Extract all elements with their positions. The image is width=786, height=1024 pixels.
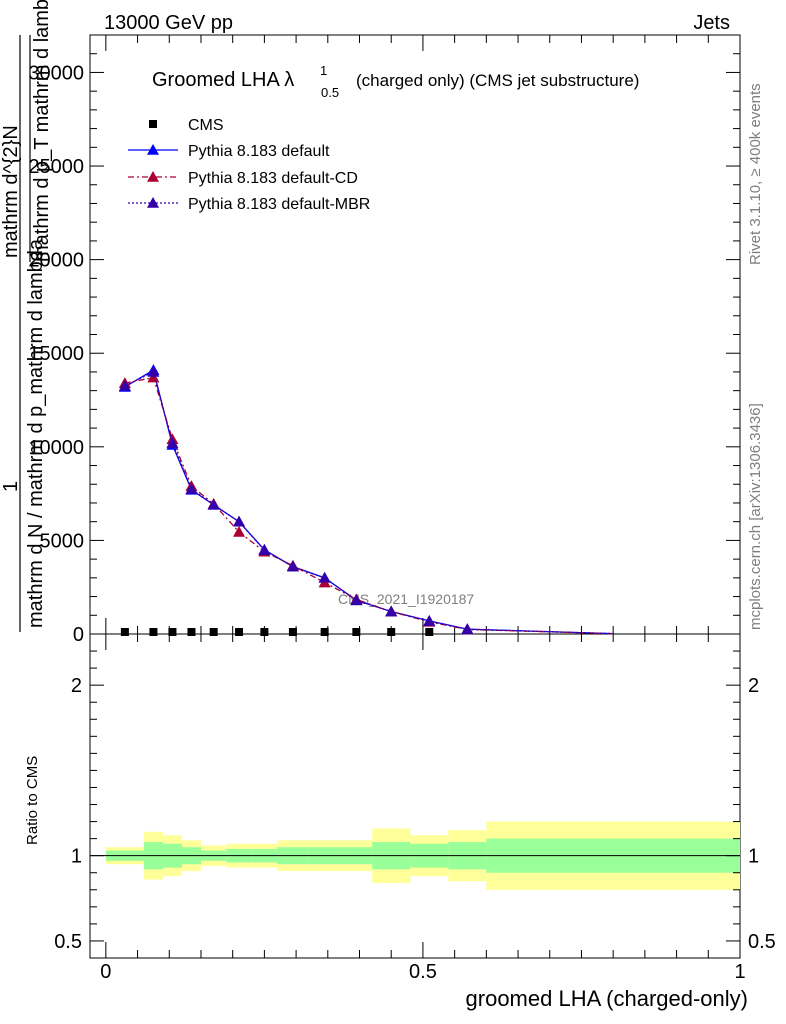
title-subscript: 0.5 [321, 85, 339, 100]
ratio-y-tick-label: 1 [71, 846, 82, 868]
ratio-y-label: Ratio to CMS [24, 756, 41, 845]
title-main: Groomed LHA λ [152, 69, 294, 91]
series-line-mbr [124, 371, 614, 635]
point-mbr [118, 379, 131, 391]
point-cms [320, 628, 329, 636]
ratio-y-tick-label-right: 0.5 [748, 931, 776, 953]
main-y-label: 1 mathrm d N / mathrm d p_mathrm d lambd… [0, 0, 53, 632]
point-mbr [461, 623, 474, 635]
series-cms [120, 628, 434, 636]
point-mbr [233, 515, 246, 527]
main-y-tick-label: 25000 [28, 156, 84, 178]
legend-marker-mbr [147, 197, 159, 208]
point-cms [120, 628, 129, 636]
rivet-version-label: Rivet 3.1.10, ≥ 400k events [747, 83, 764, 265]
ratio-y-tick-label-right: 2 [748, 675, 759, 697]
point-cms [235, 628, 244, 636]
main-y-axis: 0 5000 10000 15000 20000 25000 30000 [28, 53, 740, 646]
point-cms [209, 628, 218, 636]
legend-label-default: Pythia 8.183 default [188, 143, 330, 160]
x-tick-label: 1 [734, 961, 745, 983]
point-cms [425, 628, 434, 636]
y-label-fraction-bottom: mathrm d N / mathrm d p_mathrm d lambda [25, 238, 47, 628]
y-label-overlay-top: mathrm d^{2}N [0, 125, 22, 258]
x-tick-label: 0 [100, 961, 111, 983]
point-cms [260, 628, 269, 636]
process-label: Jets [693, 12, 730, 34]
point-mbr [385, 605, 398, 617]
energy-label: 13000 GeV pp [104, 12, 233, 34]
point-mbr [318, 571, 331, 583]
legend-marker-default [147, 144, 159, 155]
legend-entry-cms: CMS [149, 117, 224, 134]
mcplots-source-label: mcplots.cern.ch [arXiv:1306.3436] [747, 403, 764, 630]
point-mbr [258, 544, 271, 555]
series-mbr [118, 365, 614, 635]
point-cms [387, 628, 396, 636]
point-cms [168, 628, 177, 636]
point-mbr [166, 437, 179, 448]
legend-label-mbr: Pythia 8.183 default-MBR [188, 196, 370, 213]
y-label-overlay-mid: mathrm d p_T mathrm d lambda [31, 0, 53, 262]
legend-marker-cd [147, 171, 159, 182]
legend-label-cms: CMS [188, 117, 224, 134]
point-cms [187, 628, 196, 636]
ratio-y-axis: 0.5 0.5 1 1 2 2 [54, 650, 776, 953]
ratio-y-tick-label-right: 1 [748, 846, 759, 868]
legend-marker-cms [149, 120, 157, 128]
point-cd [233, 525, 246, 537]
y-label-fraction-top: 1 [0, 481, 22, 492]
main-y-tick-label: 30000 [28, 62, 84, 84]
legend-entry-cd: Pythia 8.183 default-CD [128, 170, 358, 187]
legend: CMS Pythia 8.183 default Pythia 8.183 defa… [128, 117, 370, 213]
point-cms [352, 628, 361, 636]
ratio-y-tick-label: 0.5 [54, 931, 82, 953]
legend-label-cd: Pythia 8.183 default-CD [188, 170, 358, 187]
title-superscript: 1 [320, 63, 327, 78]
series-layer [118, 364, 614, 636]
point-mbr [147, 365, 160, 377]
x-tick-label: 0.5 [409, 961, 437, 983]
ratio-y-tick-label: 2 [71, 675, 82, 697]
main-y-tick-label: 15000 [28, 343, 84, 365]
ratio-plot-frame [89, 633, 741, 959]
point-cd [147, 371, 160, 383]
point-cms [149, 628, 158, 636]
title-suffix: (charged only) (CMS jet substructure) [356, 71, 639, 90]
legend-entry-mbr: Pythia 8.183 default-MBR [128, 196, 370, 213]
main-y-tick-label: 5000 [40, 530, 85, 552]
legend-entry-default: Pythia 8.183 default [128, 143, 330, 160]
point-mbr [286, 560, 299, 572]
analysis-watermark: CMS_2021_I1920187 [338, 591, 474, 607]
point-mbr [423, 615, 436, 626]
point-mbr [185, 482, 198, 494]
main-y-tick-label: 0 [73, 624, 84, 646]
x-axis-label: groomed LHA (charged-only) [466, 986, 748, 1011]
point-mbr [350, 594, 363, 606]
point-mbr [207, 498, 220, 510]
main-y-tick-label: 20000 [28, 250, 84, 272]
point-cms [288, 628, 297, 636]
main-y-tick-label: 10000 [28, 437, 84, 459]
plot-title: Groomed LHA λ 1 0.5 (charged only) (CMS … [152, 63, 639, 100]
